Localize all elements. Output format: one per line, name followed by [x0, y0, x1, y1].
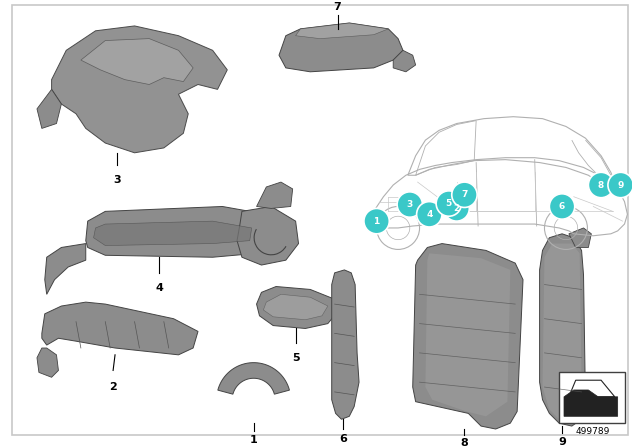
Text: 8: 8 [461, 438, 468, 448]
Polygon shape [93, 221, 252, 246]
Polygon shape [37, 348, 58, 377]
Polygon shape [393, 50, 415, 72]
Text: 4: 4 [426, 210, 433, 219]
Text: 5: 5 [445, 199, 452, 208]
Polygon shape [257, 287, 337, 328]
Polygon shape [296, 23, 388, 39]
Polygon shape [564, 390, 618, 416]
Circle shape [397, 192, 422, 217]
Circle shape [549, 194, 575, 219]
Circle shape [608, 172, 634, 198]
Circle shape [588, 172, 614, 198]
Polygon shape [218, 363, 289, 394]
Text: 2: 2 [109, 382, 117, 392]
Text: 8: 8 [598, 181, 604, 190]
Bar [559, 372, 625, 423]
Polygon shape [42, 302, 198, 355]
Text: 3: 3 [113, 175, 121, 185]
Text: 9: 9 [558, 437, 566, 447]
Circle shape [436, 191, 461, 216]
Text: 7: 7 [461, 190, 468, 199]
Polygon shape [86, 207, 281, 257]
Polygon shape [540, 234, 586, 426]
Circle shape [364, 208, 389, 234]
Text: 2: 2 [454, 204, 460, 213]
Polygon shape [569, 228, 591, 247]
Polygon shape [45, 244, 86, 294]
Text: 499789: 499789 [575, 427, 609, 436]
Text: 1: 1 [250, 435, 257, 445]
Text: 1: 1 [374, 217, 380, 226]
Polygon shape [257, 182, 292, 208]
Text: 9: 9 [618, 181, 624, 190]
Polygon shape [52, 26, 227, 153]
Circle shape [452, 182, 477, 207]
Polygon shape [413, 244, 523, 429]
Text: 7: 7 [333, 2, 342, 12]
Polygon shape [279, 23, 403, 72]
Polygon shape [81, 39, 193, 85]
Polygon shape [543, 244, 582, 419]
Text: 3: 3 [406, 200, 413, 209]
Polygon shape [37, 89, 61, 129]
Polygon shape [332, 270, 359, 419]
Polygon shape [264, 294, 328, 320]
Text: 6: 6 [559, 202, 565, 211]
Circle shape [444, 196, 469, 221]
Polygon shape [237, 207, 298, 265]
Circle shape [417, 202, 442, 227]
Text: 4: 4 [155, 283, 163, 293]
Text: 5: 5 [292, 353, 300, 363]
Polygon shape [426, 253, 510, 416]
Text: 6: 6 [339, 434, 348, 444]
